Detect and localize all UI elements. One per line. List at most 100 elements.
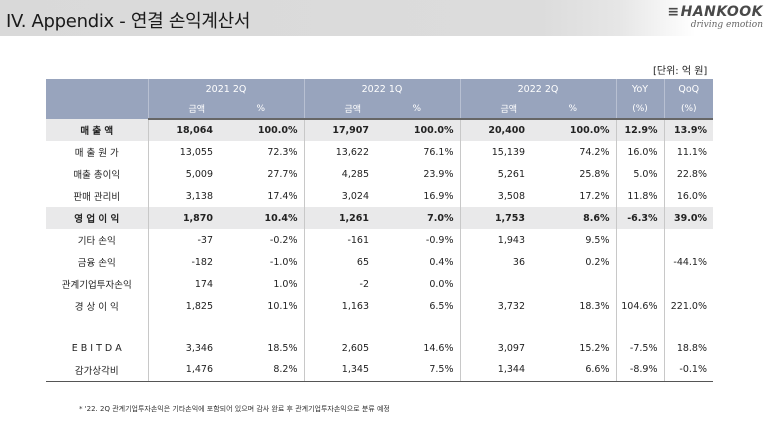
table-row: E B I T D A 3,346 18.5% 2,605 14.6% 3,097 15.2… [46,337,713,359]
cell-yoy: 12.9% [615,119,664,141]
cell-amount-2022-2q: 15,139 [459,141,530,163]
cell-qoq: -44.1% [663,251,713,273]
cell-qoq: 13.9% [663,119,713,141]
row-label: 영 업 이 익 [46,207,148,229]
cell-yoy [615,229,664,251]
cell-amount-2022-1q: -161 [303,229,374,251]
cell-pct-2022-1q: 100.0% [374,119,460,141]
cell-amount-2022-2q: 20,400 [459,119,530,141]
yoy-header: YoY [615,79,664,99]
row-label: 판매 관리비 [73,192,121,203]
period-header-2022-2q: 2022 2Q [459,79,616,99]
cell-amount-2022-2q: 1,344 [459,359,530,382]
header-bar [0,0,773,36]
cell-pct-2022-1q: 7.5% [374,359,460,382]
cell-pct-2022-1q: 23.9% [423,168,454,180]
qoq-header: QoQ [663,79,713,99]
table-row: 감가상각비 1,476 8.2% 1,345 7.5% 1,344 6.6% -8.9% -0.… [46,359,713,382]
table-row: 영 업 이 익 1,870 10.4% 1,261 7.0% 1,753 8.6% -6.3%… [46,207,713,229]
cell-pct-2021-2q: 17.4% [267,190,298,202]
row-label: 금융 손익 [77,258,116,269]
hankook-logo: ≡HANKOOK driving emotion [643,5,763,31]
table-row: 판매 관리비 3,138 17.4% 3,024 16.9% 3,508 17.2% 11.8… [46,185,713,207]
cell-amount-2022-1q: 1,261 [303,207,374,229]
row-label: 관계기업투자손익 [61,280,132,291]
cell-amount-2022-1q: 13,622 [303,141,374,163]
table-row: 관계기업투자손익 174 1.0% -2 0.0% [46,273,713,295]
cell-pct-2022-1q: 0.0% [429,278,454,290]
cell-amount-2021-2q: 1,476 [147,359,218,382]
cell-pct-2022-1q: 14.6% [423,342,454,354]
cell-pct-2022-2q [530,273,616,295]
cell-pct-2022-1q: 7.0% [374,207,460,229]
footnote: * '22. 2Q 관계기업투자손익은 기타손익에 포함되어 있으며 감사 완료… [79,405,390,413]
cell-amount-2021-2q: 174 [147,273,218,295]
cell-amount-2021-2q: 18,064 [147,119,218,141]
cell-pct-2021-2q: 18.5% [267,342,298,354]
cell-qoq: 39.0% [663,207,713,229]
cell-qoq: 11.1% [663,141,713,163]
logo-word-text: HANKOOK [680,4,763,20]
period-header-2022-1q: 2022 1Q [303,79,460,99]
cell-yoy [615,251,664,273]
table-row: 매 출 원 가 13,055 72.3% 13,622 76.1% 15,139 74.2%… [46,141,713,163]
table-row: 금융 손익 -182 -1.0% 65 0.4% 36 0.2% -44.1% [46,251,713,273]
cell-amount-2022-2q: 3,508 [459,185,530,207]
cell-amount-2021-2q: 1,870 [147,207,218,229]
cell-amount-2021-2q: 1,825 [147,295,218,317]
cell-pct-2022-1q: 16.9% [423,190,454,202]
cell-amount-2022-1q: 4,285 [303,163,374,185]
table-row: 기타 손익 -37 -0.2% -161 -0.9% 1,943 9.5% [46,229,713,251]
cell-pct-2022-2q: 74.2% [579,146,610,158]
cell-pct-2022-2q: 6.6% [530,359,616,382]
cell-pct-2022-2q: 25.8% [579,168,610,180]
cell-amount-2022-1q: 3,024 [303,185,374,207]
table-body: 매 출 액 18,064 100.0% 17,907 100.0% 20,400 100.0… [46,119,713,382]
page-title: IV. Appendix - 연결 손익계산서 [6,11,251,32]
unit-note: [단위: 억 원] [653,66,708,77]
row-label: 기타 손익 [77,236,116,247]
cell-yoy: -8.9% [615,359,664,382]
amount-subheader: 금액 [147,99,218,120]
cell-pct-2022-2q: 9.5% [585,234,610,246]
cell-yoy: 5.0% [615,163,664,185]
cell-pct-2021-2q: 8.2% [218,359,304,382]
cell-amount-2022-2q: 1,943 [459,229,530,251]
spacer-row [46,317,713,337]
cell-amount-2022-1q: 1,163 [303,295,374,317]
cell-pct-2021-2q: 1.0% [273,278,298,290]
cell-qoq [663,273,713,295]
row-label: 감가상각비 [46,359,148,382]
pct-subheader: % [530,99,616,120]
cell-amount-2021-2q: 3,138 [147,185,218,207]
cell-amount-2022-2q: 36 [459,251,530,273]
cell-amount-2021-2q: 3,346 [147,337,218,359]
income-statement-table: 2021 2Q 2022 1Q 2022 2Q YoY QoQ 금액 % 금액 … [46,79,713,382]
cell-amount-2021-2q: 13,055 [147,141,218,163]
table-row: 경 상 이 익 1,825 10.1% 1,163 6.5% 3,732 18.3% 104.… [46,295,713,317]
cell-yoy: 104.6% [615,295,664,317]
cell-amount-2022-1q: 65 [303,251,374,273]
cell-pct-2022-2q: 17.2% [579,190,610,202]
spacer-cell [663,317,713,337]
cell-pct-2022-2q: 100.0% [530,119,616,141]
cell-qoq: -0.1% [663,359,713,382]
cell-pct-2022-1q: -0.9% [425,234,454,246]
cell-qoq [663,229,713,251]
logo-tagline: driving emotion [690,20,763,30]
period-header-2021-2q: 2021 2Q [147,79,304,99]
table-row: 매 출 액 18,064 100.0% 17,907 100.0% 20,400 100.0… [46,119,713,141]
cell-pct-2021-2q: 10.1% [267,300,298,312]
cell-yoy [615,273,664,295]
row-label: 매 출 원 가 [74,148,119,159]
cell-pct-2021-2q: 72.3% [267,146,298,158]
cell-yoy: -7.5% [615,337,664,359]
cell-pct-2022-2q: 18.3% [579,300,610,312]
pct-subheader: % [218,99,304,120]
cell-qoq: 221.0% [663,295,713,317]
spacer-cell [303,317,374,337]
spacer-cell [615,317,664,337]
cell-amount-2022-1q: 17,907 [303,119,374,141]
cell-yoy: -6.3% [615,207,664,229]
cell-pct-2022-2q: 15.2% [579,342,610,354]
